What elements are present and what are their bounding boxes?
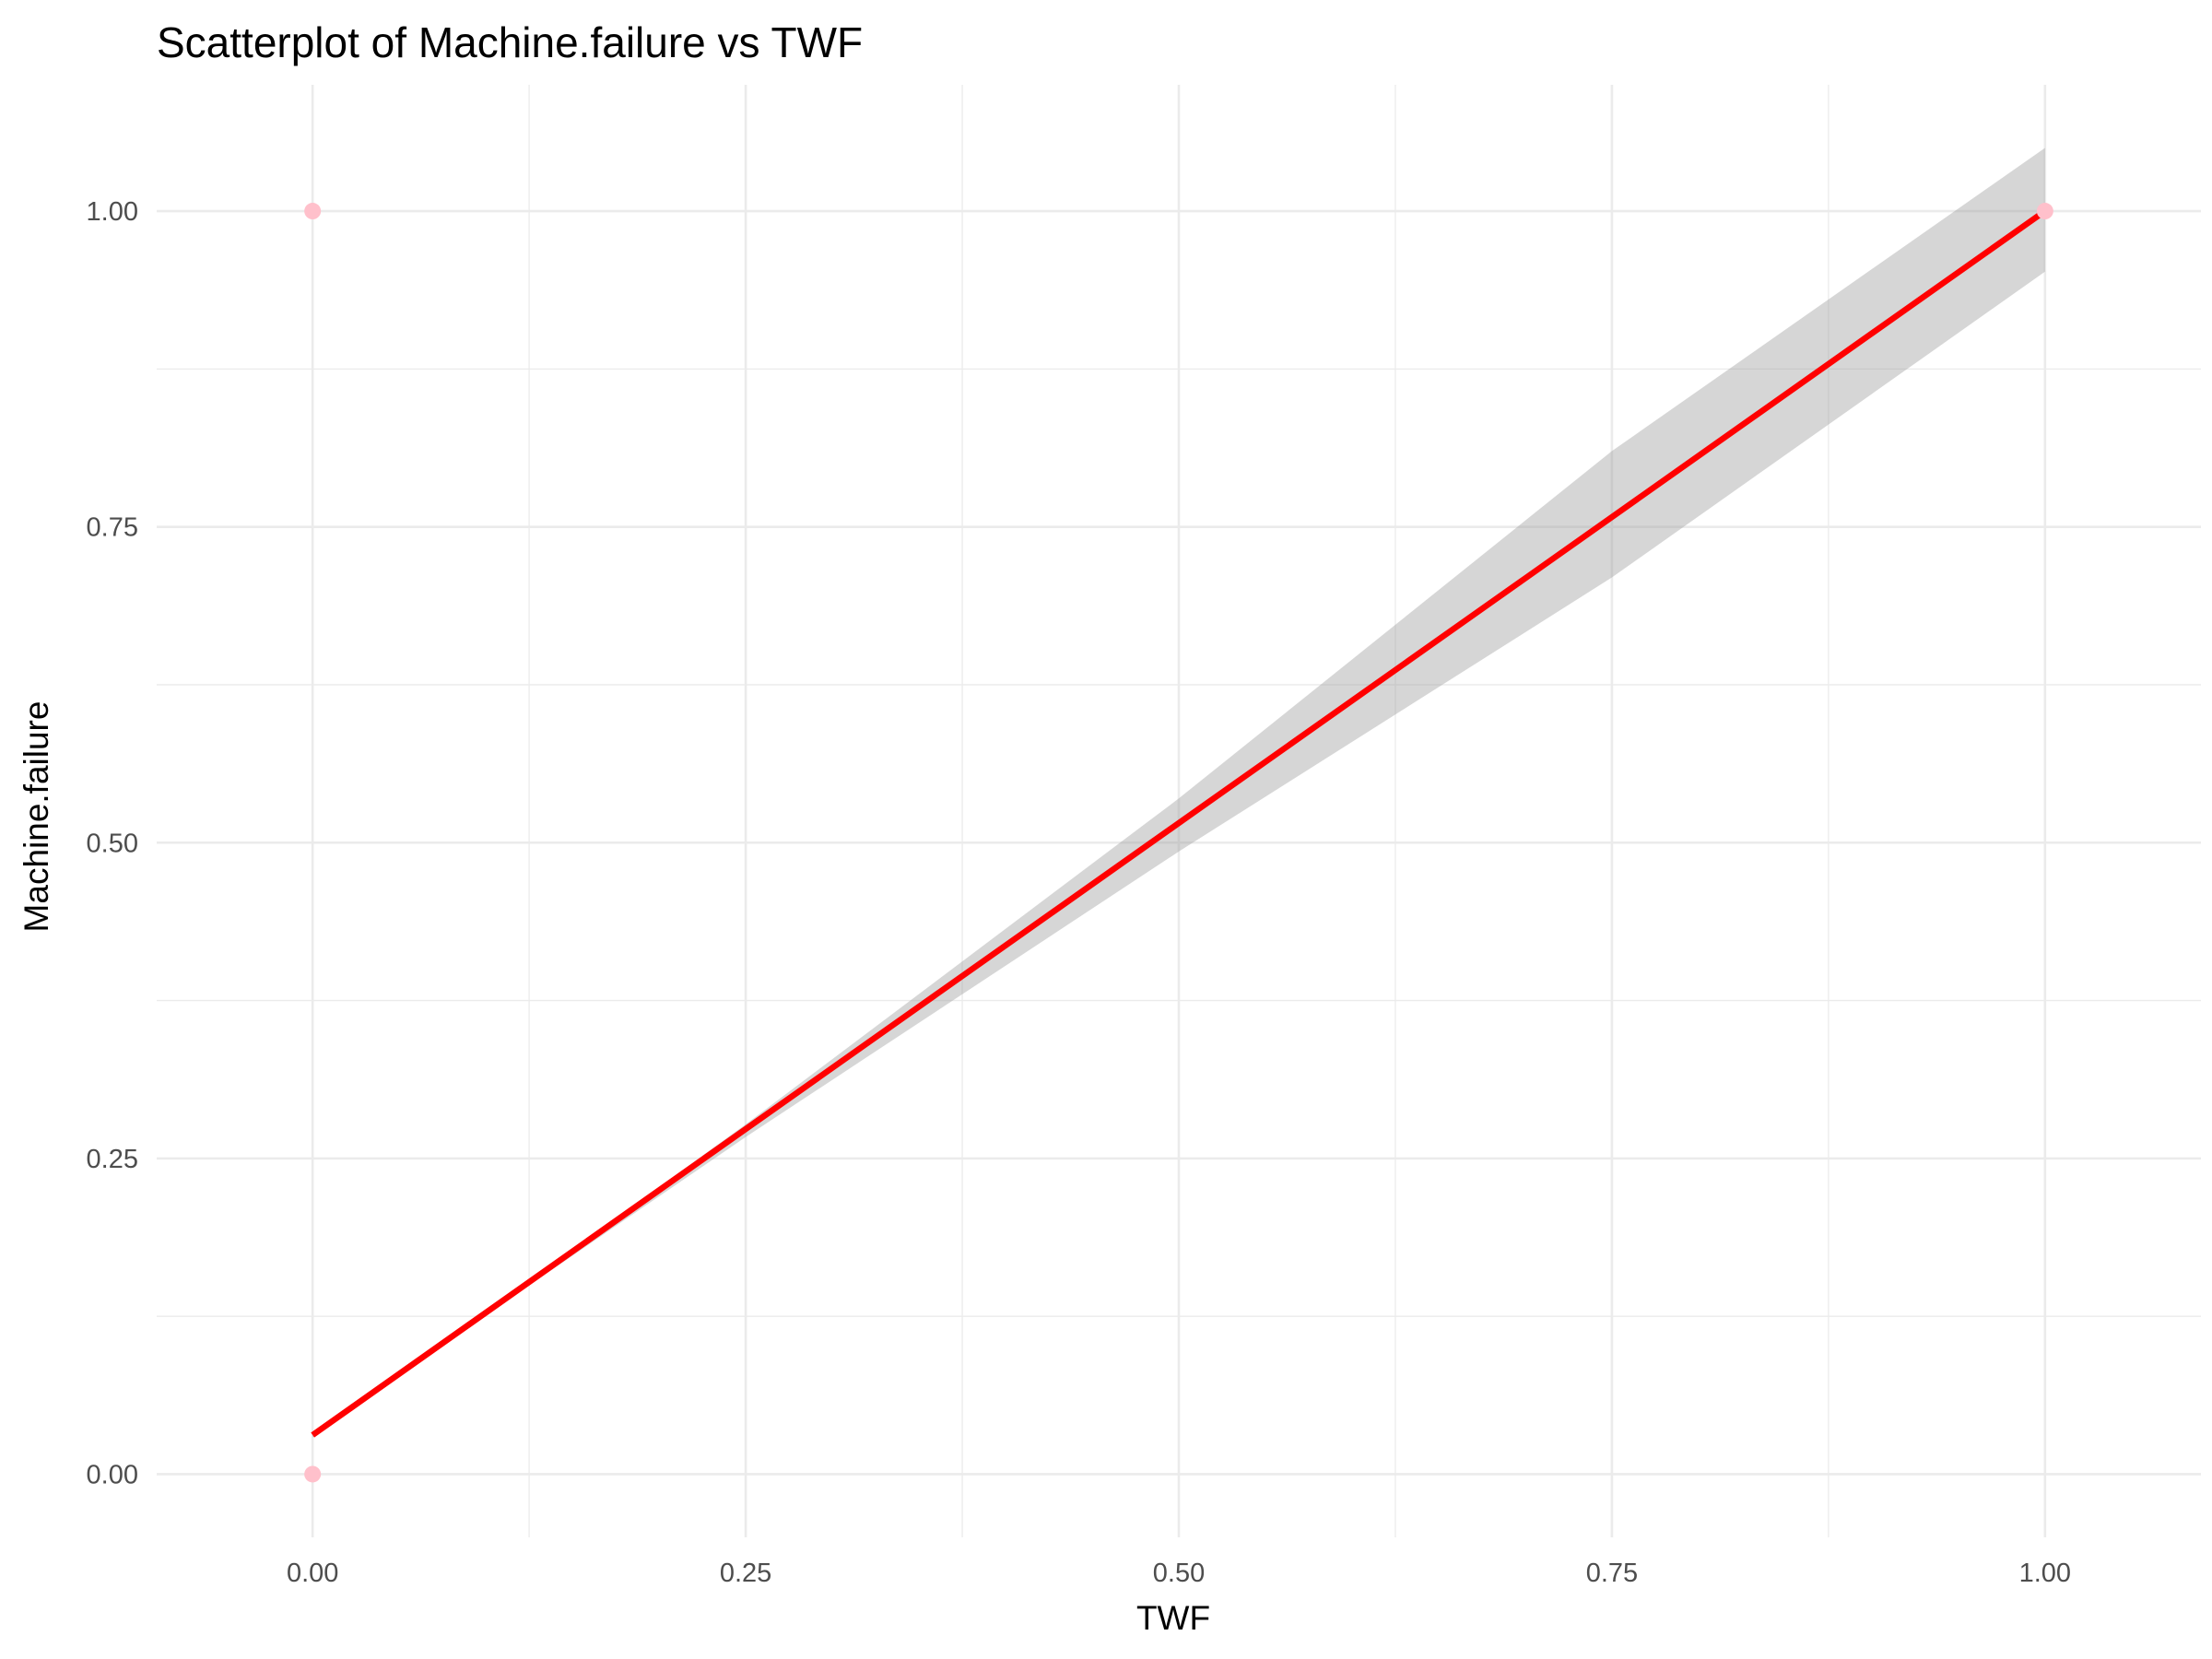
x-tick-label: 0.75 (1586, 1559, 1638, 1588)
x-tick-label: 0.00 (287, 1559, 338, 1588)
y-axis-title: Machine.failure (18, 701, 55, 933)
x-axis-title: TWF (1136, 1599, 1210, 1637)
y-tick-labels: 0.00 0.25 0.50 0.75 1.00 (87, 197, 138, 1489)
confidence-band-layer (312, 147, 2045, 1438)
x-tick-labels: 0.00 0.25 0.50 0.75 1.00 (287, 1559, 2071, 1588)
regression-line (311, 208, 2047, 1438)
y-tick-label: 0.75 (87, 513, 138, 543)
x-tick-label: 0.25 (720, 1559, 771, 1588)
y-tick-label: 0.50 (87, 829, 138, 858)
fit-line-layer (311, 208, 2047, 1438)
x-tick-label: 0.50 (1153, 1559, 1205, 1588)
data-point (304, 203, 322, 220)
data-point (2036, 203, 2053, 220)
data-point (304, 1465, 322, 1483)
y-tick-label: 0.25 (87, 1145, 138, 1174)
y-tick-label: 0.00 (87, 1460, 138, 1489)
points-layer (304, 203, 2053, 1483)
chart-title: Scatterplot of Machine.failure vs TWF (157, 18, 863, 66)
y-tick-label: 1.00 (87, 197, 138, 227)
major-gridlines (157, 85, 2201, 1537)
confidence-band (312, 147, 2045, 1438)
x-tick-label: 1.00 (2019, 1559, 2071, 1588)
